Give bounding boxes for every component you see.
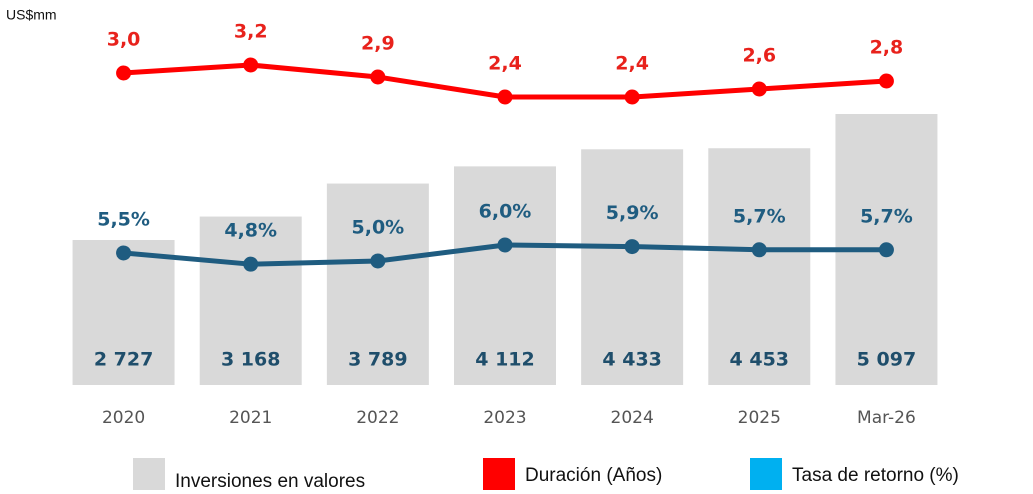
line-value-label: 5,7% xyxy=(733,205,786,227)
x-tick-label: Mar-26 xyxy=(857,408,916,428)
line-marker xyxy=(243,57,259,73)
bar xyxy=(581,149,684,385)
line-marker xyxy=(116,245,132,261)
bar xyxy=(708,148,811,385)
line-marker xyxy=(751,81,767,97)
line-marker xyxy=(370,253,386,269)
bar-value-label: 2 727 xyxy=(94,349,154,371)
unit-label: US$mm xyxy=(6,7,57,23)
line-marker xyxy=(751,242,767,258)
legend-label: Inversiones en valores xyxy=(175,471,365,492)
legend-label: Duración (Años) xyxy=(525,465,662,486)
line-marker xyxy=(878,73,894,89)
x-tick-label: 2022 xyxy=(356,408,399,428)
legend-swatch xyxy=(483,458,515,490)
bar xyxy=(454,166,556,385)
x-tick-label: 2021 xyxy=(229,408,272,428)
bar xyxy=(199,216,302,385)
line-marker xyxy=(624,89,640,105)
line-marker xyxy=(243,256,259,272)
line-marker xyxy=(497,237,513,253)
line-value-label: 2,4 xyxy=(488,53,522,75)
bar-value-label: 4 433 xyxy=(602,349,662,371)
legend-swatch xyxy=(133,458,165,490)
line-marker xyxy=(116,65,132,81)
line-value-label: 2,8 xyxy=(870,37,904,59)
line-value-label: 2,9 xyxy=(361,33,395,55)
bar-value-label: 3 789 xyxy=(348,349,408,371)
line-value-label: 2,6 xyxy=(742,45,776,67)
bar-value-label: 3 168 xyxy=(221,349,281,371)
line-marker xyxy=(497,89,513,105)
x-tick-label: 2020 xyxy=(102,408,145,428)
bar xyxy=(72,240,175,385)
line-value-label: 5,0% xyxy=(352,216,405,238)
x-tick-label: 2024 xyxy=(611,408,654,428)
line-value-label: 5,7% xyxy=(860,205,913,227)
line-marker xyxy=(370,69,386,85)
legend-label: Tasa de retorno (%) xyxy=(792,465,959,486)
line-value-label: 3,0 xyxy=(107,29,141,51)
line-value-label: 4,8% xyxy=(224,220,277,242)
bar-value-label: 5 097 xyxy=(857,349,917,371)
line-value-label: 5,5% xyxy=(97,208,150,230)
legend-swatch xyxy=(750,458,782,490)
line-value-label: 3,2 xyxy=(234,21,268,43)
bar-value-label: 4 453 xyxy=(730,349,790,371)
bar xyxy=(326,183,429,385)
x-tick-label: 2023 xyxy=(483,408,526,428)
line-value-label: 6,0% xyxy=(479,200,532,222)
line-value-label: 2,4 xyxy=(615,53,649,75)
line-marker xyxy=(878,242,894,258)
bar-value-label: 4 112 xyxy=(475,349,535,371)
line-marker xyxy=(624,239,640,255)
x-tick-label: 2025 xyxy=(738,408,781,428)
line-value-label: 5,9% xyxy=(606,202,659,224)
